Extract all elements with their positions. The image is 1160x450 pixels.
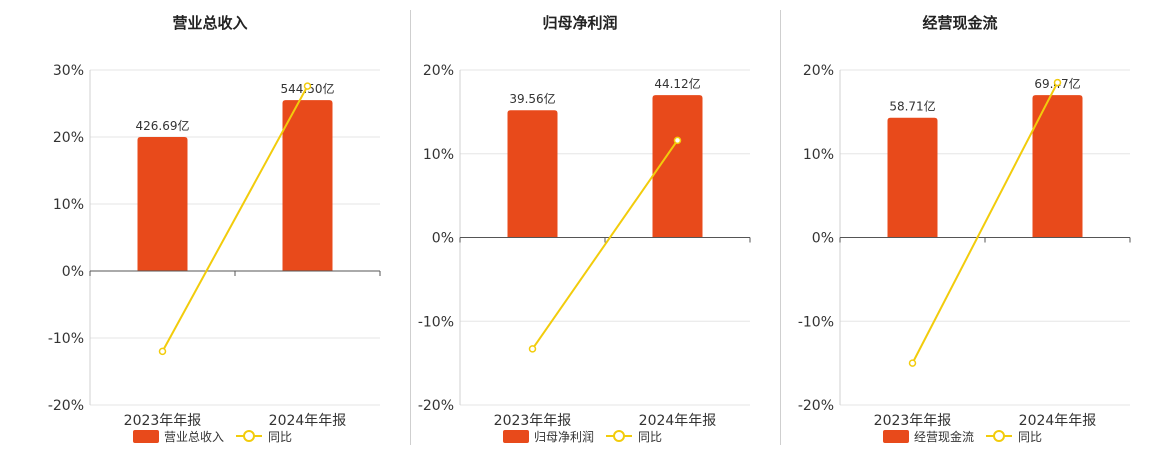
legend-line-label: 同比 (638, 430, 662, 444)
y-tick-label: 10% (423, 147, 454, 163)
bar (652, 95, 703, 238)
yoy-line (911, 82, 1059, 364)
yoy-point (1053, 78, 1062, 87)
x-category-label: 2024年年报 (1019, 413, 1097, 429)
legend-line-marker (613, 430, 625, 442)
y-tick-label: 10% (803, 147, 834, 163)
y-tick-label: -20% (798, 398, 834, 414)
bar (282, 100, 333, 272)
y-tick-label: -10% (48, 331, 84, 347)
y-tick-label: 30% (53, 63, 84, 79)
yoy-point (528, 345, 537, 353)
bar-value-label: 44.12亿 (654, 76, 700, 91)
x-category-label: 2023年年报 (124, 413, 202, 429)
y-tick-label: 20% (803, 63, 834, 79)
chart-title: 经营现金流 (922, 14, 998, 32)
y-tick-label: 10% (53, 197, 84, 213)
legend-bar-swatch (133, 430, 159, 443)
yoy-point (673, 136, 682, 145)
legend-bar-label: 经营现金流 (914, 429, 974, 444)
legend-bar-swatch (503, 430, 529, 443)
chart-panel-revenue: 营业总收入 30%20%10%0%-10%-20%426.69亿544.50亿2… (20, 0, 400, 450)
yoy-point (908, 359, 917, 367)
y-tick-label: -20% (418, 398, 454, 414)
legend-bar-swatch (883, 430, 909, 443)
chart-title: 营业总收入 (172, 14, 248, 32)
chart-panel-cash-flow: 经营现金流 20%10%0%-10%-20%58.71亿69.47亿2023年年… (770, 0, 1150, 450)
yoy-line (531, 139, 679, 350)
x-category-label: 2024年年报 (269, 413, 347, 429)
bar (137, 137, 188, 271)
chart-net-profit: 20% 10% 0% -10% -20% 39.56亿 44.12亿 2023年年报 2024年… (418, 63, 751, 444)
legend-line-marker (993, 430, 1005, 442)
legend-line-label: 同比 (1018, 430, 1042, 444)
yoy-point (303, 82, 312, 90)
panel-divider (410, 10, 411, 445)
bar-value-label: 58.71亿 (889, 99, 935, 114)
yoy-point (158, 347, 167, 356)
yoy-line (161, 85, 309, 352)
x-category-label: 2023年年报 (874, 413, 952, 429)
chart-revenue: 30%20%10%0%-10%-20%426.69亿544.50亿2023年年报… (48, 63, 381, 444)
y-tick-label: 0% (62, 264, 84, 280)
bar (1032, 95, 1083, 238)
legend-line-marker (243, 430, 255, 442)
y-tick-label: 0% (432, 231, 454, 247)
panel-divider (780, 10, 781, 445)
legend-bar-label: 归母净利润 (534, 430, 594, 444)
legend-line-label: 同比 (268, 430, 292, 444)
legend-bar-label: 营业总收入 (164, 430, 224, 444)
y-tick-label: 20% (53, 130, 84, 146)
y-tick-label: -10% (418, 314, 454, 330)
y-tick-label: 20% (423, 63, 454, 79)
bar (887, 117, 938, 238)
y-tick-label: -10% (798, 314, 834, 330)
bar-value-label: 39.56亿 (509, 91, 555, 106)
bar (507, 110, 558, 238)
y-tick-label: -20% (48, 398, 84, 414)
y-tick-label: 0% (812, 231, 834, 247)
bar-value-label: 426.69亿 (136, 118, 190, 133)
x-category-label: 2024年年报 (639, 413, 717, 429)
chart-cash-flow: 20%10%0%-10%-20%58.71亿69.47亿2023年年报2024年… (798, 63, 1131, 444)
x-category-label: 2023年年报 (494, 413, 572, 429)
chart-panel-net-profit: 归母净利润 20% 10% 0% -10% -20% 39.56亿 44.12亿 2023年年… (390, 0, 770, 450)
chart-title: 归母净利润 (542, 14, 618, 32)
